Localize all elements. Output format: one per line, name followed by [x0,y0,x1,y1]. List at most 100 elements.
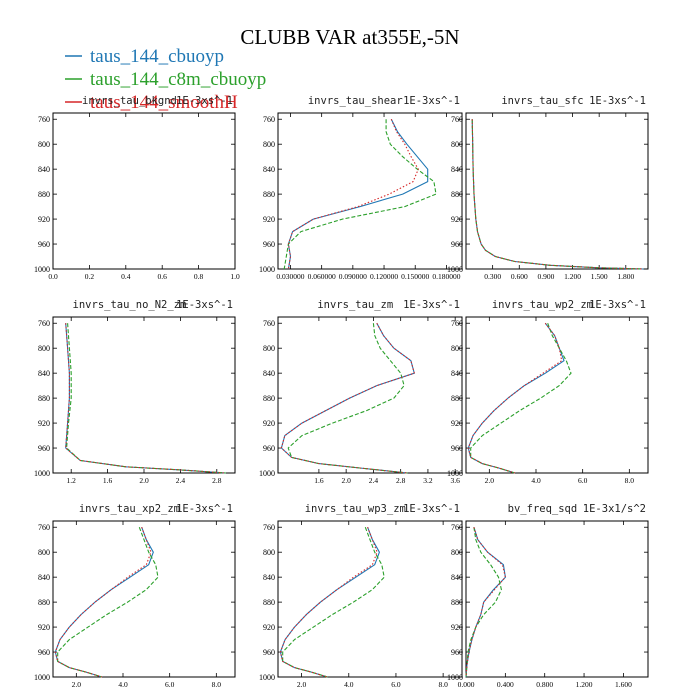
legend: taus_144_cbuoyptaus_144_c8m_cbuoyptaus_1… [65,46,266,113]
y-tick-label: 920 [451,623,463,632]
x-tick-label: 6.0 [578,476,588,485]
y-tick-label: 960 [38,444,50,453]
x-tick-label: 0.2 [85,272,95,281]
y-tick-label: 840 [38,165,50,174]
y-tick-label: 760 [451,115,463,124]
y-tick-label: 760 [263,115,275,124]
y-tick-label: 880 [451,190,463,199]
legend-label: taus_144_cbuoyp [90,46,224,67]
x-tick-label: 2.0 [72,680,82,689]
y-tick-label: 840 [263,573,275,582]
series-line [287,323,408,474]
y-tick-label: 880 [263,598,275,607]
x-tick-label: 0.6 [158,272,168,281]
series-line [470,323,572,474]
panel-units: 1E-3xs^-1 [176,503,233,515]
panel-units: 1E-3xs^-1 [403,503,460,515]
y-tick-label: 1000 [259,673,275,682]
x-tick-label: 0.150000 [401,272,429,281]
x-tick-label: 2.8 [212,476,222,485]
y-tick-label: 760 [451,319,463,328]
y-tick-label: 960 [451,240,463,249]
panel-title: invrs_tau_xp2_zm [79,503,180,515]
x-tick-label: 1.800 [617,272,634,281]
x-tick-label: 2.0 [297,680,307,689]
y-tick-label: 840 [38,573,50,582]
y-tick-label: 1000 [259,469,275,478]
panel-title: invrs_tau_wp3_zm [305,503,406,515]
y-tick-label: 920 [263,419,275,428]
x-tick-label: 0.300 [484,272,501,281]
y-tick-label: 960 [263,240,275,249]
y-tick-label: 800 [263,344,275,353]
y-tick-label: 840 [263,165,275,174]
panel: bv_freq_sqd 1E-3x1/s^2 760 800 840 880 920 960 1… [447,503,649,689]
series-line [282,527,385,678]
y-tick-label: 920 [451,419,463,428]
panel-frame [465,520,649,678]
y-tick-label: 760 [38,115,50,124]
panel-units: 1E-3xs^-1 [589,299,646,311]
x-tick-label: 6.0 [165,680,175,689]
y-tick-label: 920 [38,623,50,632]
y-tick-label: 960 [38,240,50,249]
x-tick-label: 8.0 [438,680,448,689]
y-tick-label: 880 [451,598,463,607]
series-line [467,322,565,474]
x-tick-label: 3.6 [450,476,460,485]
y-tick-label: 960 [263,648,275,657]
figure-title: CLUBB VAR at355E,-5N [240,25,459,49]
panel-title: invrs_tau_shear [308,95,403,107]
panel-title: invrs_tau_wp2_zm [492,299,593,311]
y-tick-label: 1000 [34,469,50,478]
series-line [471,119,644,270]
x-tick-label: 8.0 [212,680,222,689]
panel-title: invrs_tau_sfc [501,95,583,107]
series-line [65,323,226,474]
y-tick-label: 1000 [447,265,463,274]
y-tick-label: 840 [38,369,50,378]
y-tick-label: 920 [263,623,275,632]
y-tick-label: 800 [38,344,50,353]
y-tick-label: 760 [263,523,275,532]
panel-units: 1E-3xs^-1 [176,95,233,107]
y-tick-label: 760 [263,319,275,328]
series-line [66,323,226,474]
panel: invrs_tau_bkgnd 1E-3xs^-1 760 800 840 880 920 9… [34,95,240,281]
x-tick-label: 4.0 [118,680,128,689]
y-tick-label: 920 [451,215,463,224]
x-tick-label: 1.600 [615,680,632,689]
x-tick-label: 8.0 [625,476,635,485]
x-tick-label: 0.030000 [276,272,304,281]
x-tick-label: 4.0 [344,680,354,689]
y-tick-label: 880 [451,394,463,403]
x-tick-label: 0.000 [458,680,475,689]
series-line [471,119,644,270]
x-tick-label: 0.120000 [370,272,398,281]
x-tick-label: 0.400 [497,680,514,689]
panel-units: 1E-3x1/s^2 [583,503,646,515]
x-tick-label: 0.180000 [432,272,460,281]
y-tick-label: 880 [38,190,50,199]
y-tick-label: 760 [451,523,463,532]
series-line [283,119,437,270]
panel-units: 1E-3xs^-1 [176,299,233,311]
y-tick-label: 960 [451,648,463,657]
y-tick-label: 920 [38,215,50,224]
panel-units: 1E-3xs^-1 [403,95,460,107]
panel-units: 1E-3xs^-1 [403,299,460,311]
panel-frame [52,520,236,678]
panel-title: bv_freq_sqd [508,503,578,515]
x-tick-label: 0.0 [48,272,58,281]
x-tick-label: 0.060000 [308,272,336,281]
panel-units: 1E-3xs^-1 [589,95,646,107]
series-line [467,322,563,474]
x-tick-label: 1.200 [576,680,593,689]
y-tick-label: 920 [263,215,275,224]
series-line [471,119,644,270]
y-tick-label: 840 [451,165,463,174]
x-tick-label: 0.900 [537,272,554,281]
panel: invrs_tau_sfc 1E-3xs^-1 760 800 840 880 920 960… [447,95,649,281]
y-tick-label: 800 [451,140,463,149]
